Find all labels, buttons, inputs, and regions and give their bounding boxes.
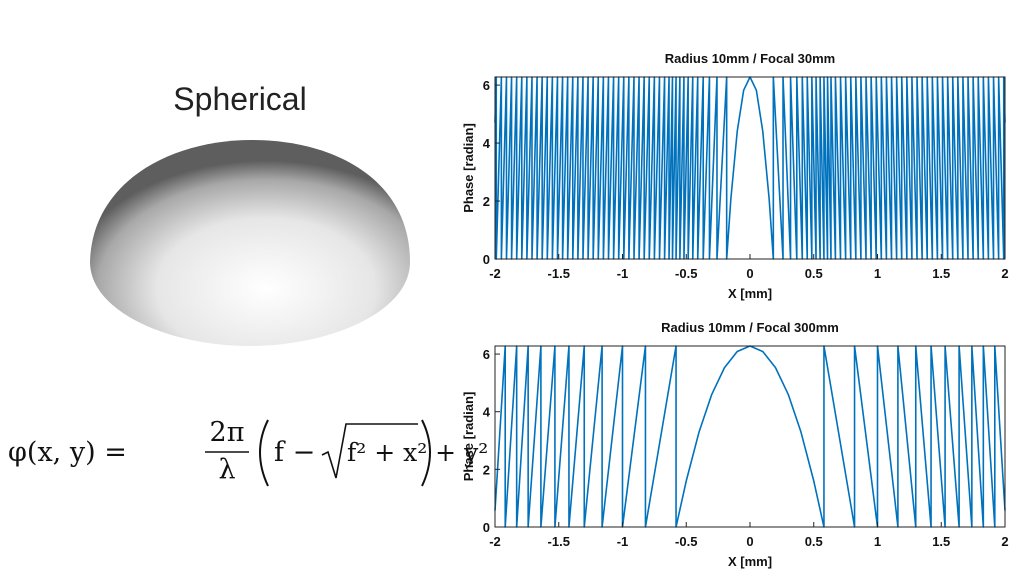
x-tick-label: 2 xyxy=(1001,534,1008,549)
x-tick-label: -0.5 xyxy=(675,534,697,549)
x-tick-label: 2 xyxy=(1001,266,1008,281)
y-axis-label: Phase [radian] xyxy=(461,123,476,213)
x-tick-label: -2 xyxy=(489,266,501,281)
x-tick-label: 1 xyxy=(874,534,881,549)
lens-illustration xyxy=(90,140,410,346)
paren-open xyxy=(259,419,269,487)
y-tick-label: 4 xyxy=(483,136,491,151)
equation-lhs: φ(x, y) = xyxy=(8,437,127,468)
equation-numerator: 2π xyxy=(210,417,245,448)
y-tick-label: 0 xyxy=(483,252,490,267)
paren-close xyxy=(421,419,431,487)
equation-radicand: f² + x² + y² xyxy=(347,438,488,467)
x-axis-label: X [mm] xyxy=(728,286,772,301)
x-tick-label: 0 xyxy=(746,266,753,281)
x-tick-label: 0 xyxy=(746,534,753,549)
x-tick-label: -1 xyxy=(617,534,629,549)
x-tick-label: -1.5 xyxy=(548,266,570,281)
x-tick-label: 1 xyxy=(874,266,881,281)
lens-title: Spherical xyxy=(173,81,306,117)
x-tick-label: 1.5 xyxy=(932,266,950,281)
x-axis-label: X [mm] xyxy=(728,554,772,569)
y-tick-label: 6 xyxy=(483,78,490,93)
x-tick-label: -0.5 xyxy=(675,266,697,281)
x-tick-label: 0.5 xyxy=(805,534,823,549)
y-tick-label: 2 xyxy=(483,194,490,209)
equation: φ(x, y) = 2π λ f − f² + x² + y² xyxy=(8,417,488,487)
charts: Radius 10mm / Focal 30mm -2 -1.5 -1 -0.5 0 0.5… xyxy=(461,51,1009,569)
y-tick-label: 2 xyxy=(483,462,490,477)
y-tick-label: 4 xyxy=(483,405,491,420)
x-tick-label: 0.5 xyxy=(805,266,823,281)
x-tick-label: 1.5 xyxy=(932,534,950,549)
y-tick-label: 0 xyxy=(483,520,490,535)
y-tick-label: 6 xyxy=(483,347,490,362)
chart-title: Radius 10mm / Focal 30mm xyxy=(665,51,836,66)
chart-title: Radius 10mm / Focal 300mm xyxy=(661,320,839,335)
sqrt-sign xyxy=(321,423,418,479)
equation-term: f − xyxy=(274,437,315,468)
x-tick-label: -1 xyxy=(617,266,629,281)
x-tick-label: -2 xyxy=(489,534,501,549)
equation-denominator: λ xyxy=(218,454,235,485)
y-axis-label: Phase [radian] xyxy=(461,392,476,482)
plot-area xyxy=(495,346,1005,527)
x-tick-label: -1.5 xyxy=(548,534,570,549)
